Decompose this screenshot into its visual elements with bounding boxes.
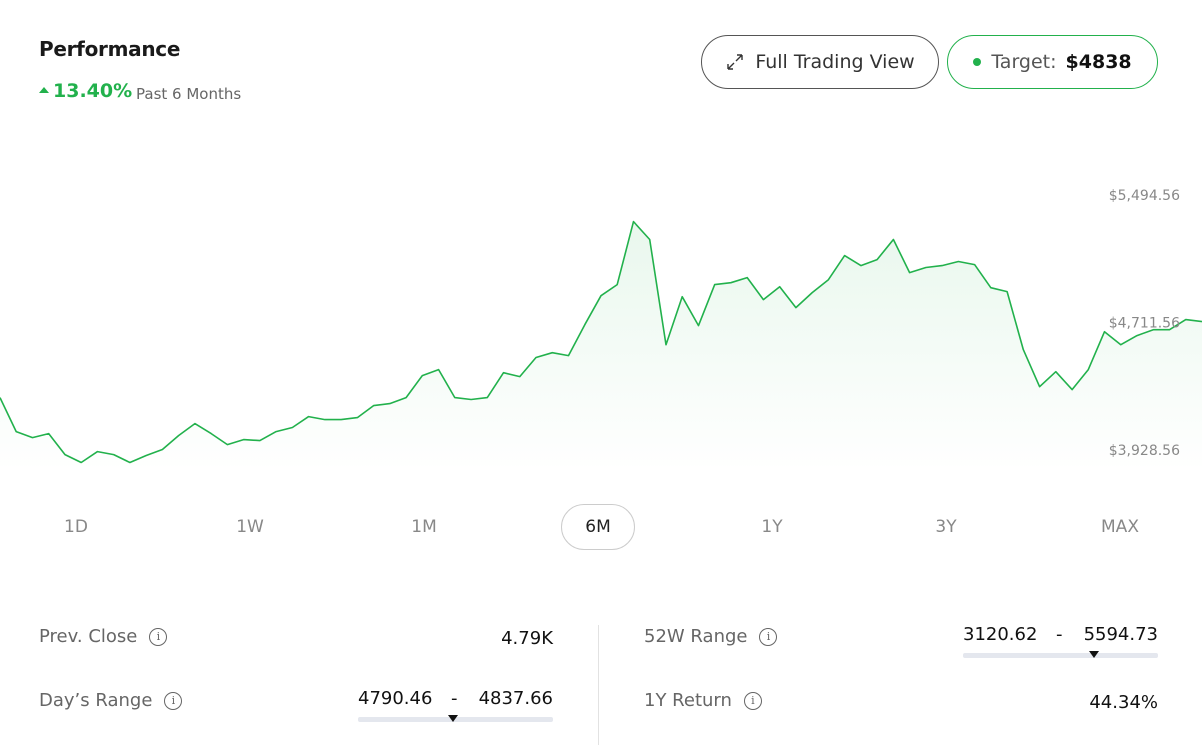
range-marker: [448, 715, 458, 722]
up-arrow: [39, 87, 49, 93]
stat-label: 52W Range i: [644, 626, 778, 647]
price-line: [0, 220, 1202, 464]
target-value: $4838: [1065, 51, 1132, 73]
info-icon[interactable]: i: [149, 627, 168, 646]
full-view-button[interactable]: Full Trading View: [701, 35, 939, 89]
stat-label: Day’s Range i: [39, 690, 183, 711]
range-bar: [963, 653, 1158, 658]
label-text: Prev. Close: [39, 626, 138, 647]
change-value: 13.40%: [53, 80, 133, 102]
range-low: 4790.46: [358, 688, 433, 709]
period: Past 6 Months: [136, 85, 242, 103]
timeframe-tab[interactable]: 1D: [64, 517, 88, 537]
info-icon[interactable]: i: [743, 691, 762, 710]
info-icon[interactable]: i: [164, 691, 183, 710]
target-label: Target:: [991, 51, 1057, 73]
timeframe-tab[interactable]: 1M: [411, 517, 437, 537]
stat-value: 44.34%: [1089, 692, 1158, 713]
chart: $3,928.56 $4,711.56 $5,494.56: [0, 188, 1202, 471]
y-tick-label: $3,928.56: [1109, 443, 1180, 459]
button-label: Full Trading View: [755, 51, 915, 73]
divider: [598, 625, 599, 745]
range-low: 3120.62: [963, 624, 1038, 645]
change: 13.40%: [39, 80, 132, 102]
target-button[interactable]: Target: $4838: [947, 35, 1158, 89]
info-icon[interactable]: i: [759, 627, 778, 646]
y-tick-label: $5,494.56: [1109, 188, 1180, 204]
range-sep: -: [451, 688, 458, 709]
stat-value: 4.79K: [501, 628, 553, 649]
stat-label: 1Y Return i: [644, 690, 762, 711]
title: Performance: [39, 37, 181, 61]
range-high: 5594.73: [1083, 624, 1158, 645]
range-high: 4837.66: [478, 688, 553, 709]
timeframe-tab[interactable]: 6M: [561, 504, 635, 550]
timeframe-tab[interactable]: MAX: [1101, 517, 1139, 537]
dot: [973, 58, 982, 66]
expand-icon: [727, 54, 744, 70]
range-marker: [1089, 651, 1099, 658]
y-tick-label: $4,711.56: [1109, 316, 1180, 332]
area: [0, 221, 1202, 471]
range-sep: -: [1056, 624, 1063, 645]
timeframe-tab[interactable]: 3Y: [935, 517, 957, 537]
stat-label: Prev. Close i: [39, 626, 168, 647]
label-text: Day’s Range: [39, 690, 153, 711]
label-text: 1Y Return: [644, 690, 732, 711]
timeframe-tab[interactable]: 1W: [236, 517, 264, 537]
label-text: 52W Range: [644, 626, 748, 647]
timeframe-tab[interactable]: 1Y: [761, 517, 783, 537]
